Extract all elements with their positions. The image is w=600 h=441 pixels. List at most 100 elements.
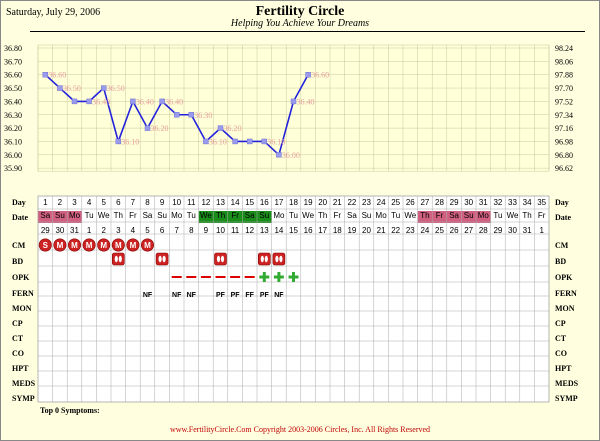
- weekday-label: Fr: [334, 211, 342, 220]
- weekday-label: Su: [362, 211, 372, 220]
- row-label-right-day: Day: [555, 198, 569, 207]
- date-label: 18: [333, 226, 342, 235]
- bd-icon-foot: [260, 255, 264, 263]
- opk-positive-mark: [259, 272, 270, 282]
- date-cell-period: [476, 211, 491, 223]
- day-number: 14: [231, 198, 240, 207]
- day-number: 33: [508, 198, 517, 207]
- bbt-value-label: 36.50: [107, 84, 125, 93]
- date-label: 1: [539, 226, 544, 235]
- weekday-label: Th: [216, 211, 225, 220]
- weekday-label: Tu: [391, 211, 400, 220]
- opk-positive-mark: [273, 272, 284, 282]
- day-number: 22: [347, 198, 356, 207]
- weekday-label: Th: [318, 211, 327, 220]
- header-divider: [30, 31, 585, 32]
- date-cell-fertile: [242, 211, 257, 223]
- bbt-point: [261, 138, 267, 145]
- fern-value: NF: [172, 292, 182, 299]
- date-label: 29: [493, 226, 502, 235]
- bbt-point: [71, 98, 78, 105]
- row-label-ct: CT: [12, 334, 24, 343]
- row-label-right-opk: OPK: [555, 273, 573, 282]
- fern-value: PF: [216, 292, 226, 299]
- bbt-value-label: 36.60: [311, 71, 329, 80]
- bbt-value-label: 36.10: [209, 137, 227, 146]
- date-label: 14: [274, 226, 283, 235]
- weekday-label: Sa: [449, 211, 459, 220]
- bbt-value-label: 36.20: [224, 124, 242, 133]
- row-label-right-ct: CT: [555, 334, 567, 343]
- bbt-value-label: 36.20: [151, 124, 169, 133]
- weekday-label: Fr: [436, 211, 444, 220]
- fern-value: PF: [231, 292, 241, 299]
- bbt-point: [246, 138, 253, 145]
- y-tick-fahrenheit: 97.70: [555, 84, 573, 93]
- cm-badge: [111, 238, 125, 252]
- date-label: 4: [131, 226, 136, 235]
- date-label: 29: [41, 226, 50, 235]
- day-number: 32: [493, 198, 502, 207]
- chart-title: Fertility Circle: [255, 4, 345, 19]
- bd-icon-foot: [279, 255, 283, 263]
- row-label-right-co: CO: [555, 349, 567, 358]
- day-number: 16: [260, 198, 269, 207]
- bbt-value-label: 36.00: [282, 151, 300, 160]
- bbt-point: [276, 152, 282, 158]
- bbt-point: [159, 98, 165, 105]
- date-label: 2: [101, 226, 106, 235]
- bbt-value-label: 36.10: [267, 137, 285, 146]
- cm-badge-letter: M: [130, 241, 137, 250]
- bbt-point: [57, 85, 63, 91]
- date-cell-fertile: [213, 211, 228, 223]
- weekday-label: Su: [464, 211, 474, 220]
- day-number: 8: [145, 198, 150, 207]
- chart-date: Saturday, July 29, 2006: [6, 7, 101, 18]
- bbt-point: [42, 71, 48, 78]
- day-number: 26: [406, 198, 415, 207]
- bbt-value-label: 36.10: [121, 137, 139, 146]
- bbt-value-label: 36.40: [165, 97, 183, 106]
- y-tick-fahrenheit: 98.24: [555, 44, 573, 53]
- date-cell-period: [38, 211, 53, 223]
- row-label-date: Date: [12, 213, 28, 222]
- date-label: 17: [318, 226, 327, 235]
- fern-value: PF: [260, 292, 270, 299]
- weekday-label: Th: [522, 211, 531, 220]
- weekday-label: Sa: [40, 211, 50, 220]
- date-label: 25: [435, 226, 444, 235]
- row-label-opk: OPK: [12, 273, 30, 282]
- day-number: 12: [201, 198, 210, 207]
- day-number: 2: [58, 198, 63, 207]
- day-number: 31: [479, 198, 488, 207]
- date-label: 3: [116, 226, 121, 235]
- row-label-right-fern: FERN: [555, 289, 577, 298]
- day-number: 10: [172, 198, 181, 207]
- date-label: 15: [289, 226, 298, 235]
- bbt-point: [217, 125, 224, 131]
- day-number: 1: [43, 198, 48, 207]
- weekday-label: Sa: [245, 211, 255, 220]
- cm-badge-letter: M: [71, 241, 78, 250]
- date-label: 13: [260, 226, 269, 235]
- weekday-label: Su: [259, 211, 269, 220]
- bbt-value-label: 36.40: [92, 97, 110, 106]
- date-cell-fertile: [257, 211, 272, 223]
- date-label: 16: [304, 226, 313, 235]
- date-label: 27: [464, 226, 473, 235]
- bbt-value-label: 36.60: [48, 71, 66, 80]
- fern-value: NF: [143, 292, 153, 299]
- bbt-point: [86, 98, 92, 105]
- date-label: 23: [406, 226, 415, 235]
- weekday-label: Tu: [85, 211, 94, 220]
- y-tick-fahrenheit: 98.06: [555, 57, 573, 66]
- date-label: 31: [523, 226, 532, 235]
- bd-icon-foot: [114, 255, 118, 263]
- y-tick-celsius: 36.70: [4, 57, 22, 66]
- bd-icon: [112, 252, 125, 266]
- weekday-label: Mo: [171, 211, 183, 220]
- bbt-point: [203, 138, 209, 145]
- weekday-label: We: [200, 211, 212, 220]
- date-label: 26: [450, 226, 459, 235]
